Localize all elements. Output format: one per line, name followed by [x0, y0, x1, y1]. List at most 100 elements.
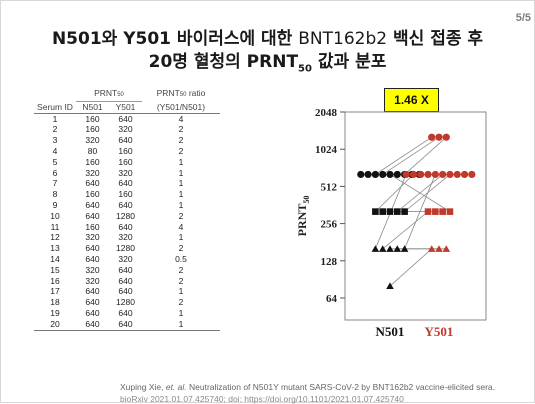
y501-cell: 640: [118, 264, 133, 275]
n501-cell: 160: [85, 189, 100, 200]
ratio-cell: 1: [178, 156, 184, 167]
ratio-cell: 4: [178, 221, 184, 232]
title-part-b: 백신 접종 후: [387, 29, 484, 49]
pair-line: [389, 248, 432, 287]
pair-line: [382, 211, 429, 250]
serum-id-cell: 15: [50, 264, 60, 275]
serum-id-cell: 2: [52, 124, 58, 135]
y-axis-label-sub: 50: [302, 196, 311, 204]
n501-cell: 160: [85, 124, 100, 135]
n501-cell: 640: [76, 318, 109, 331]
table-row: 10 640 1280 2: [34, 211, 220, 222]
slide-title-line2: 20명 혈청의 PRNT50 값과 분포: [0, 47, 535, 74]
y501-point: [439, 208, 446, 215]
n501-cell: 320: [85, 264, 100, 275]
n501-point: [364, 170, 372, 179]
n501-cell: 640: [85, 178, 100, 189]
prnt-chart: 64 128 256 512 1024 2048 PRNT50 N501 Y501: [295, 107, 487, 339]
y501-cell: 1280: [116, 297, 135, 308]
n501-cell: 640: [85, 297, 100, 308]
serum-id-cell: 16: [50, 275, 60, 286]
ratio-cell: 2: [178, 145, 184, 156]
n501-cell: 640: [85, 286, 100, 297]
serum-id-cell: 3: [52, 135, 58, 146]
serum-id-cell: 13: [50, 243, 60, 254]
table-row: 4 80 160 2: [34, 146, 220, 157]
pair-line: [404, 174, 451, 212]
y501-cell: 640: [109, 318, 142, 331]
y501-point: [402, 170, 410, 179]
y501-point: [453, 170, 461, 179]
ratio-cell: 2: [178, 297, 184, 308]
table-row: 18 640 1280 2: [34, 297, 220, 308]
y501-cell: 320: [118, 167, 133, 178]
y-tick-label: 128: [321, 256, 338, 268]
ratio-cell: 2: [178, 135, 184, 146]
header-serum-id: Serum ID: [34, 101, 76, 114]
header-y501: Y501: [109, 101, 142, 114]
ratio-cell: 1: [178, 286, 184, 297]
n501-point: [386, 245, 394, 252]
table-row: 1 160 640 4: [34, 113, 220, 124]
n501-point: [379, 170, 387, 179]
plot-frame: [344, 111, 487, 321]
y501-point: [435, 245, 443, 252]
y501-cell: 160: [118, 189, 133, 200]
y-tick-label: 512: [321, 181, 338, 193]
table-row: 20 640 640 1: [34, 318, 220, 331]
pair-line: [404, 136, 447, 175]
n501-point: [394, 208, 401, 215]
n501-point: [393, 170, 401, 179]
y501-cell: 640: [118, 113, 133, 124]
pair-line: [382, 136, 440, 175]
n501-point: [386, 208, 394, 215]
ratio-cell: 2: [178, 264, 184, 275]
ratio-cell: 2: [178, 243, 184, 254]
y-tick-label: 2048: [315, 107, 338, 119]
table-row: 2 160 320 2: [34, 124, 220, 135]
n501-point: [378, 245, 387, 252]
table-row: 12 320 320 1: [34, 232, 220, 243]
y501-cell: 640: [118, 221, 133, 232]
n501-point: [372, 208, 379, 215]
y501-cell: 1280: [116, 210, 135, 221]
y501-cell: 640: [118, 307, 133, 318]
header-spacer: [34, 88, 76, 101]
table-row: 19 640 640 1: [34, 308, 220, 319]
table-row: 16 320 640 2: [34, 276, 220, 287]
n501-point: [386, 282, 394, 290]
table-row: 17 640 640 1: [34, 286, 220, 297]
table-row: 14 640 320 0.5: [34, 254, 220, 265]
x-tick-label: N501: [376, 324, 405, 339]
y-axis-label: PRNT50: [295, 196, 311, 237]
n501-point: [400, 245, 409, 252]
ratio-cell: 2: [178, 275, 184, 286]
header-prnt-group: PRNT50: [76, 88, 142, 102]
y501-cell: 1280: [116, 243, 135, 254]
title-vaccine-name: BNT162b2: [298, 29, 388, 49]
pair-line: [397, 174, 443, 212]
pair-line: [375, 174, 414, 212]
n501-cell: 640: [85, 210, 100, 221]
ratio-cell: 1: [178, 178, 184, 189]
serum-id-cell: 20: [34, 318, 76, 331]
y501-point: [446, 208, 454, 215]
n501-cell: 160: [85, 113, 100, 124]
ratio-cell: 1: [178, 167, 184, 178]
table-row: 3 320 640 2: [34, 135, 220, 146]
title2-part-a: 20명 혈청의 PRNT: [148, 52, 299, 72]
ratio-cell: 1: [178, 199, 184, 210]
serum-id-cell: 19: [50, 307, 60, 318]
serum-id-cell: 4: [52, 145, 58, 156]
serum-id-cell: 11: [50, 221, 60, 232]
n501-cell: 320: [85, 232, 100, 243]
y-tick-label: 256: [321, 219, 338, 231]
title2-part-b: 값과 분포: [311, 52, 387, 72]
n501-cell: 320: [85, 167, 100, 178]
serum-id-cell: 1: [52, 113, 58, 124]
ratio-cell: 1: [142, 318, 220, 331]
y501-point: [409, 170, 418, 179]
ratio-cell: 2: [178, 124, 184, 135]
table-body: 1 160 640 4 2 160 320 2 3 320 640 2 4 80 160 2 5 160 160 1 6…: [34, 113, 220, 331]
y501-point: [424, 208, 432, 215]
